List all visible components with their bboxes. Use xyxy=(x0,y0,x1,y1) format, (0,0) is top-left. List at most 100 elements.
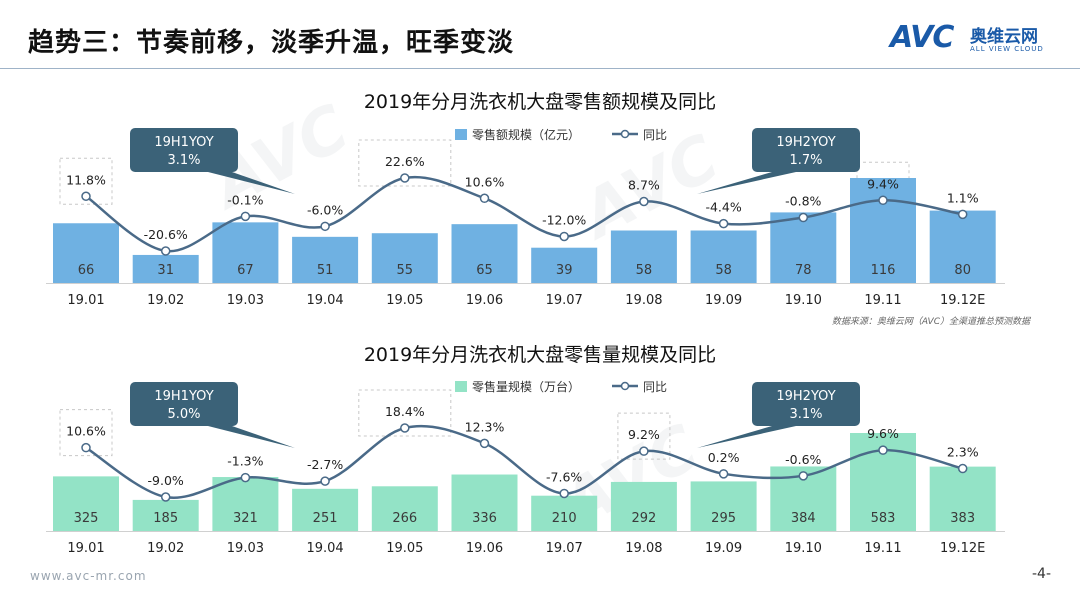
bar-value-label: 383 xyxy=(950,511,975,526)
yoy-marker xyxy=(957,209,968,220)
yoy-value-label: -20.6% xyxy=(144,227,188,242)
bar-value-label: 325 xyxy=(74,511,99,526)
bar-value-label: 292 xyxy=(631,511,656,526)
callout-pointer xyxy=(697,426,796,448)
yoy-marker xyxy=(400,173,410,183)
x-tick-label: 19.09 xyxy=(705,541,742,556)
bar xyxy=(610,481,677,531)
callout-title: 19H1YOY xyxy=(154,389,213,404)
x-tick-label: 19.05 xyxy=(386,541,423,556)
bar xyxy=(132,254,199,283)
legend-bar-label: 零售量规模（万台） xyxy=(472,379,580,394)
title-divider xyxy=(0,68,1080,69)
bar-value-label: 39 xyxy=(556,263,573,278)
bar-value-label: 78 xyxy=(795,263,812,278)
legend-line-marker xyxy=(620,381,630,391)
yoy-marker xyxy=(957,463,968,474)
callout-box xyxy=(130,382,238,426)
bar-value-label: 295 xyxy=(711,511,736,526)
yoy-marker xyxy=(240,472,251,483)
yoy-value-label: 1.1% xyxy=(947,190,979,205)
legend-line-label: 同比 xyxy=(643,128,667,142)
yoy-value-label: 18.4% xyxy=(385,404,425,419)
highlight-box xyxy=(358,139,452,187)
bar-value-label: 210 xyxy=(552,511,577,526)
bar xyxy=(531,495,598,531)
yoy-marker xyxy=(320,221,330,232)
x-tick-label: 19.06 xyxy=(466,541,503,556)
yoy-marker xyxy=(479,193,490,204)
highlight-box xyxy=(617,412,671,460)
x-tick-label: 19.02 xyxy=(147,541,184,556)
yoy-value-label: -0.1% xyxy=(227,192,263,207)
callout-value: 1.7% xyxy=(789,153,822,168)
bar-value-label: 58 xyxy=(636,263,653,278)
bar xyxy=(371,233,438,283)
yoy-marker xyxy=(798,471,809,481)
yoy-value-label: -1.3% xyxy=(227,454,263,469)
bar-value-label: 65 xyxy=(476,263,493,278)
x-tick-label: 19.07 xyxy=(546,293,583,308)
bar-value-label: 321 xyxy=(233,511,258,526)
bar-value-label: 55 xyxy=(397,263,414,278)
bar-value-label: 67 xyxy=(237,263,254,278)
bar-value-label: 185 xyxy=(153,511,178,526)
bar xyxy=(929,210,996,283)
callout-title: 19H2YOY xyxy=(776,389,835,404)
bar-value-label: 58 xyxy=(715,263,732,278)
yoy-value-label: 11.8% xyxy=(66,172,106,187)
yoy-value-label: 9.6% xyxy=(867,426,899,441)
legend-bar-swatch xyxy=(455,129,467,140)
bar xyxy=(451,474,518,531)
yoy-line xyxy=(85,424,963,499)
chart-title: 2019年分月洗衣机大盘零售量规模及同比 xyxy=(364,344,716,366)
callout-value: 3.1% xyxy=(789,407,822,422)
bar-value-label: 31 xyxy=(157,263,174,278)
chart-title: 2019年分月洗衣机大盘零售额规模及同比 xyxy=(364,91,716,113)
bar-value-label: 116 xyxy=(871,263,896,278)
slide-title: 趋势三：节奏前移，淡季升温，旺季变淡 xyxy=(28,28,515,58)
yoy-value-label: -12.0% xyxy=(542,212,586,227)
x-tick-label: 19.06 xyxy=(466,293,503,308)
source-note: 数据来源：奥维云网（AVC）全渠道推总预测数据 xyxy=(832,316,1032,327)
yoy-value-label: -9.0% xyxy=(148,473,184,488)
x-tick-label: 19.12E xyxy=(940,541,985,556)
yoy-value-label: -6.0% xyxy=(307,202,343,217)
callout-value: 3.1% xyxy=(167,153,200,168)
page-number: -4- xyxy=(1032,566,1052,582)
bar-value-label: 266 xyxy=(392,511,417,526)
callout-pointer xyxy=(208,426,295,448)
yoy-marker xyxy=(81,191,91,201)
x-tick-label: 19.11 xyxy=(864,541,901,556)
legend-bar-label: 零售额规模（亿元） xyxy=(472,127,580,142)
x-tick-label: 19.01 xyxy=(67,541,104,556)
x-tick-label: 19.10 xyxy=(785,293,822,308)
yoy-value-label: 12.3% xyxy=(465,419,505,434)
yoy-marker xyxy=(160,492,171,502)
yoy-value-label: 0.2% xyxy=(708,450,740,465)
bar xyxy=(132,499,199,531)
x-tick-label: 19.12E xyxy=(940,293,985,308)
bar-value-label: 80 xyxy=(954,263,971,278)
yoy-marker xyxy=(160,246,171,256)
bar-value-label: 336 xyxy=(472,511,497,526)
yoy-value-label: 9.2% xyxy=(628,427,660,442)
yoy-marker xyxy=(81,442,91,453)
x-tick-label: 19.08 xyxy=(625,293,662,308)
callout-title: 19H2YOY xyxy=(776,135,835,150)
highlight-box xyxy=(59,157,113,205)
logo-name-cn: 奥维云网 xyxy=(970,27,1038,47)
yoy-value-label: -2.7% xyxy=(307,457,343,472)
x-tick-label: 19.10 xyxy=(785,541,822,556)
yoy-value-label: 2.3% xyxy=(947,445,979,460)
yoy-marker xyxy=(878,445,888,455)
x-tick-label: 19.09 xyxy=(705,293,742,308)
yoy-marker xyxy=(240,211,251,222)
yoy-value-label: -0.6% xyxy=(785,452,821,467)
x-tick-label: 19.11 xyxy=(864,293,901,308)
yoy-value-label: 9.4% xyxy=(867,176,899,191)
bar xyxy=(371,486,438,531)
yoy-marker xyxy=(718,218,729,229)
highlight-box xyxy=(59,409,113,457)
